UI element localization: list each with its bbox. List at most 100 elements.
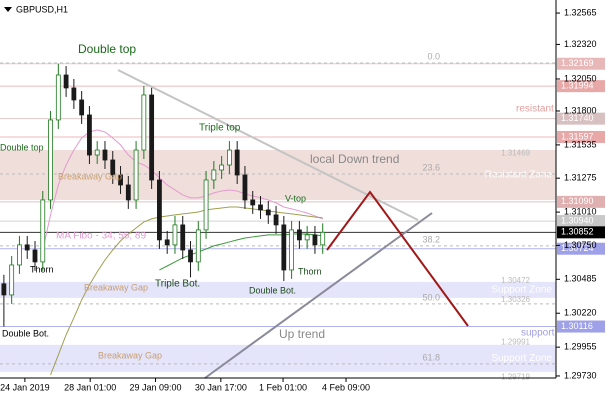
annotation: Thorn — [298, 266, 322, 276]
y-tick-label: 1.30750 — [564, 240, 597, 250]
annotation: Breakaway Gap — [84, 282, 148, 292]
fib-label: 38.2 — [422, 234, 440, 244]
candle-body — [219, 164, 225, 171]
x-tick-label: 4 Feb 09:00 — [322, 382, 370, 392]
candle-body — [40, 199, 46, 263]
annotation: V-top — [285, 193, 306, 203]
level-box — [557, 226, 605, 239]
candle-body — [180, 224, 186, 251]
fib-label: 0.0 — [427, 51, 440, 61]
candle-body — [149, 94, 155, 181]
level-box — [557, 242, 605, 255]
candle-body — [164, 239, 170, 246]
candle-body — [1, 283, 7, 296]
candle-body — [312, 234, 318, 246]
level-label: 1.31994 — [561, 81, 594, 91]
annotation: Triple top — [199, 123, 241, 134]
candle-body — [141, 94, 147, 151]
candle-body — [281, 224, 287, 271]
candle-body — [320, 231, 326, 246]
candle-body — [157, 179, 162, 241]
price-note: 1.30472 — [501, 276, 530, 285]
y-tick-label: 1.29730 — [564, 370, 597, 380]
x-tick-label: 1 Feb 01:00 — [259, 382, 307, 392]
candle-body — [87, 114, 92, 156]
chart-title: GBPUSD,H1 — [16, 4, 68, 14]
candle-body — [94, 149, 100, 156]
price-note: 1.29991 — [501, 338, 530, 347]
y-tick-label: 1.30485 — [564, 274, 597, 284]
title-icon — [4, 7, 12, 12]
level-label: 1.31090 — [561, 196, 594, 206]
candle-body — [242, 174, 248, 201]
level-box — [557, 195, 605, 208]
level-box — [557, 215, 605, 228]
candle-body — [17, 244, 22, 266]
candle-body — [71, 87, 77, 101]
candle-body — [125, 184, 131, 201]
annotation: Breakaway Gap — [58, 171, 122, 181]
y-tick-label: 1.31010 — [564, 206, 597, 216]
fib-label: 61.8 — [422, 352, 440, 362]
candle-body — [265, 209, 271, 216]
candle-body — [203, 179, 209, 231]
x-tick-label: 24 Jan 2019 — [0, 382, 50, 392]
candle-body — [55, 74, 61, 121]
y-tick-label: 1.31800 — [564, 105, 597, 115]
ma-line — [50, 206, 323, 376]
candle-body — [32, 249, 38, 263]
candle-body — [195, 229, 201, 263]
level-label: 1.32169 — [561, 58, 594, 68]
candle-body — [110, 159, 116, 176]
y-tick-label: 1.31275 — [564, 173, 597, 183]
annotation: MA Fibo - 34; 55; 89 — [56, 231, 146, 242]
level-label: 1.30940 — [561, 215, 594, 225]
fib-label: 23.6 — [422, 162, 440, 172]
candle-body — [102, 149, 108, 161]
candle-body — [226, 149, 232, 166]
candle-body — [273, 214, 279, 226]
candle-body — [250, 199, 256, 206]
candle-body — [211, 169, 217, 181]
candle-body — [296, 229, 302, 241]
annotation: Breakaway Gap — [98, 350, 162, 360]
axes: 1.32169 1.31994 1.31740 1.31597 1.31090 1.309… — [0, 0, 605, 392]
annotation: Thorn — [30, 264, 54, 274]
candle-body — [133, 149, 139, 201]
zone — [0, 281, 556, 298]
annotation: support — [521, 328, 555, 339]
zone-label: Support Zone — [491, 353, 552, 364]
y-tick-label: 1.30220 — [564, 308, 597, 318]
price-note: 1.30326 — [501, 295, 530, 304]
candle-body — [48, 119, 53, 201]
level-box — [557, 320, 605, 333]
candle-body — [234, 149, 240, 176]
candle-body — [289, 229, 295, 271]
candle-body — [9, 264, 15, 296]
annotation: Double Bot. — [2, 328, 49, 338]
level-box — [557, 130, 605, 143]
projection — [326, 190, 469, 327]
zone-label: Support Zone — [491, 285, 552, 296]
level-box — [557, 80, 605, 93]
level-label: 1.31740 — [561, 113, 594, 123]
y-tick-label: 1.31535 — [564, 139, 597, 149]
annotation: Up trend — [279, 327, 325, 341]
annotation: local Down trend — [310, 152, 399, 166]
y-tick-label: 1.32320 — [564, 39, 597, 49]
ma-line — [159, 233, 323, 271]
candle-body — [258, 204, 263, 211]
annotation: Double top — [78, 42, 136, 56]
y-tick-label: 1.32050 — [564, 73, 597, 83]
candle-body — [63, 74, 69, 89]
candle-body — [24, 244, 30, 251]
price-note: 1.31469 — [501, 148, 530, 157]
level-label: 1.30724 — [561, 243, 594, 253]
levels: 0.0 23.6 38.2 50.0 61.8 1.31469 1.30472 1.30326… — [0, 51, 556, 381]
zones: Resistant Zone Support Zone Support Zone — [0, 150, 556, 372]
zone — [0, 344, 556, 372]
level-box — [557, 57, 605, 70]
annotation: Triple Bot. — [155, 279, 200, 290]
